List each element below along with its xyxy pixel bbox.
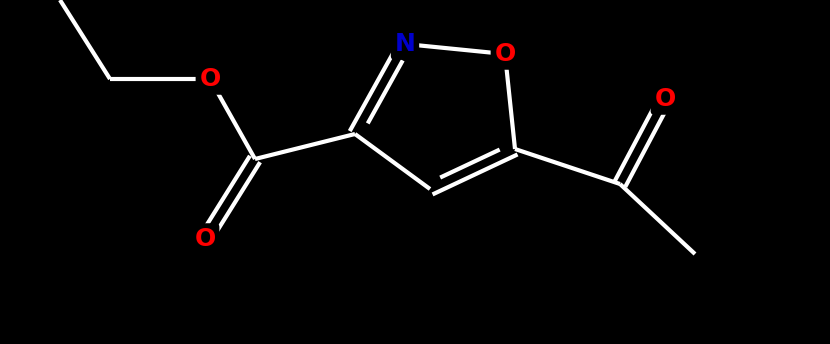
Text: N: N — [394, 32, 416, 56]
Text: O: O — [495, 42, 515, 66]
Text: O: O — [199, 67, 221, 91]
Text: O: O — [194, 227, 216, 251]
Text: O: O — [654, 87, 676, 111]
